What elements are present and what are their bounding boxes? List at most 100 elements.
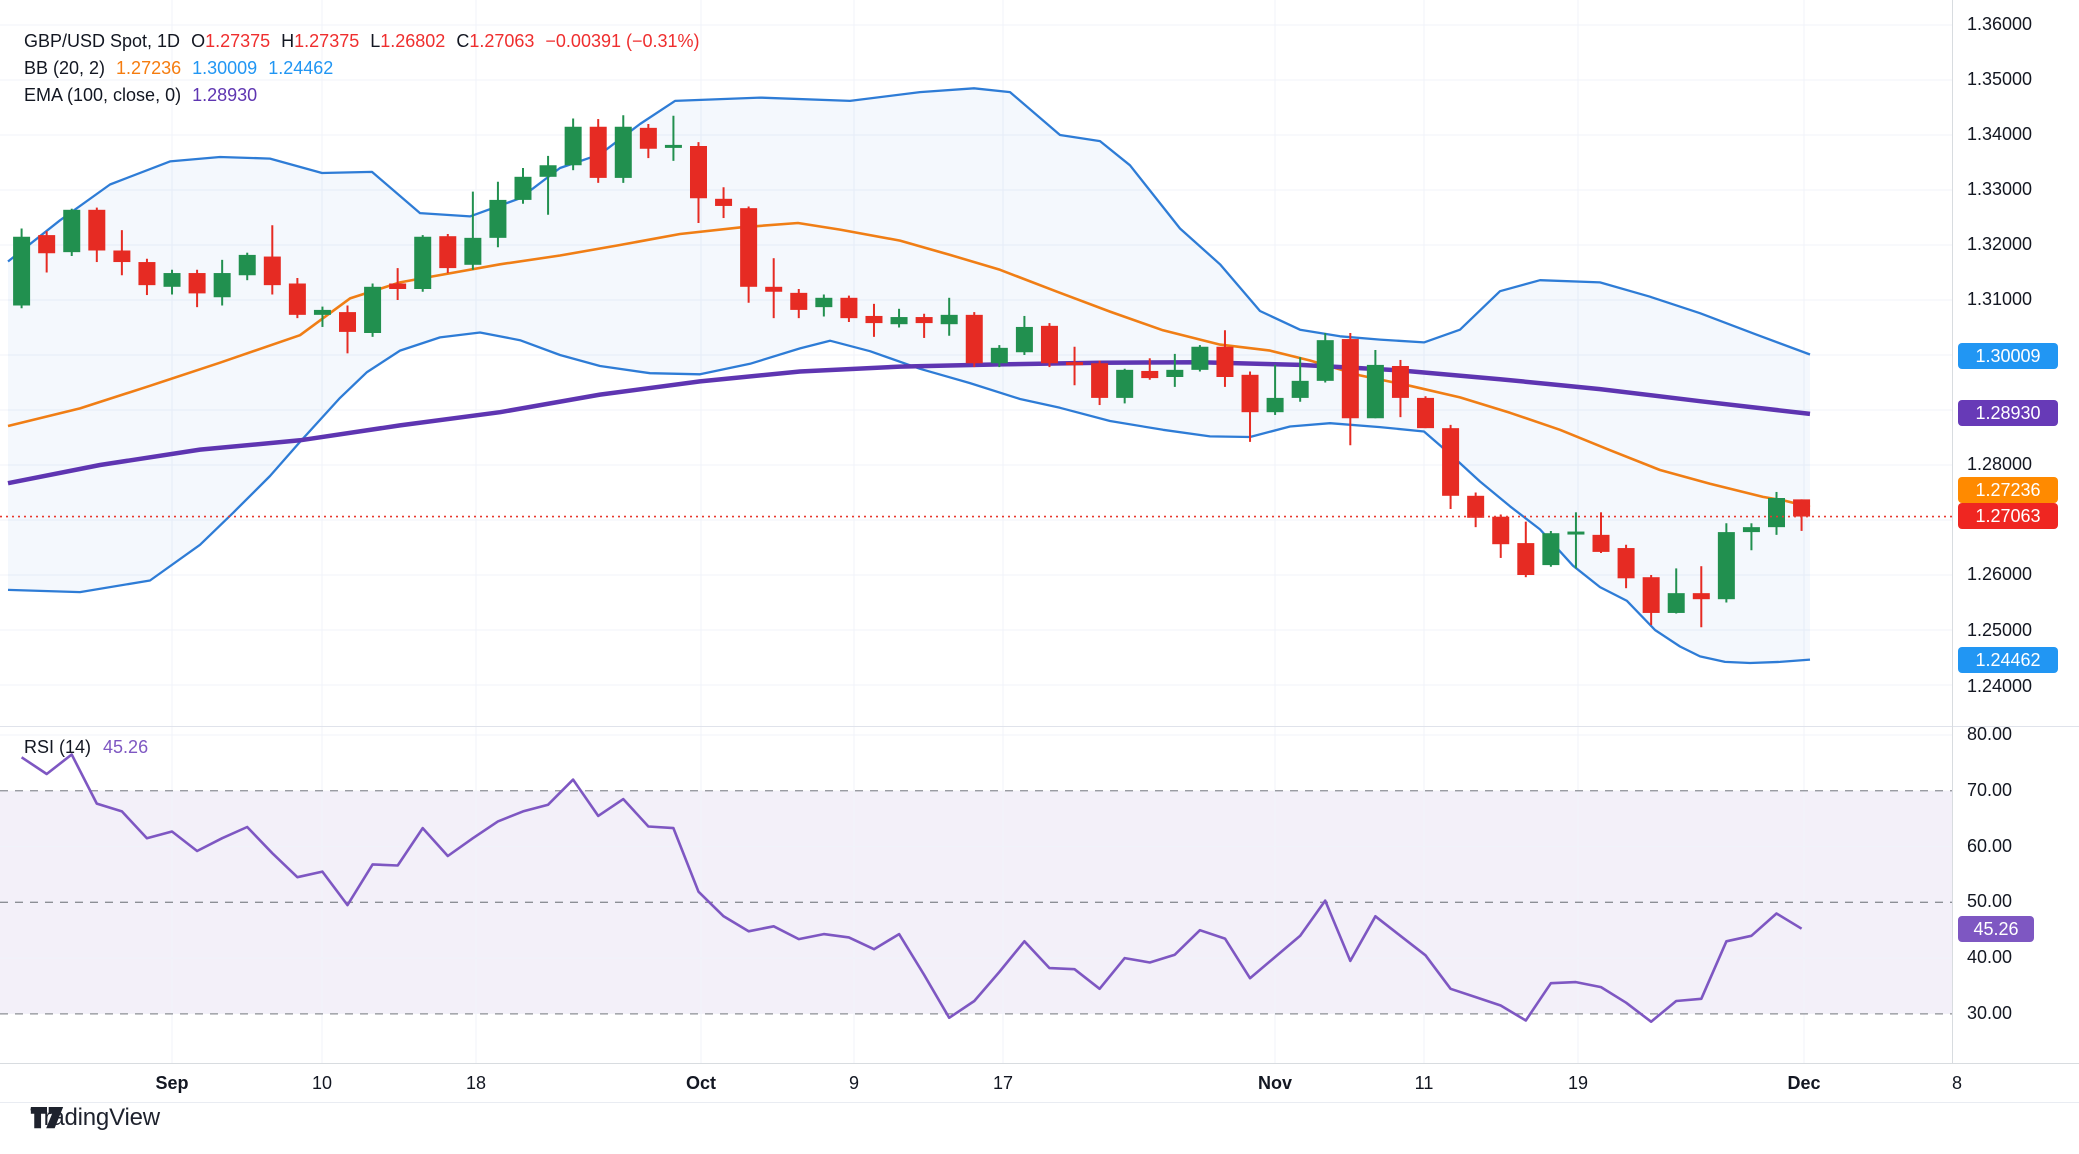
candle-body [765, 286, 783, 292]
candle-body [263, 256, 281, 286]
rsi-badge: 45.26 [1958, 915, 2034, 942]
time-axis-label: 9 [848, 1073, 859, 1093]
candle-body [1692, 593, 1710, 600]
rsi-pane-canvas[interactable] [0, 722, 2079, 1063]
candle-body [790, 292, 808, 310]
candle-body [715, 198, 733, 206]
ema-legend-row[interactable]: EMA (100, close, 0) 1.28930 [24, 82, 700, 109]
candle-body [1266, 397, 1284, 413]
candle-body [1116, 369, 1134, 398]
time-axis-label: Oct [685, 1073, 716, 1093]
candle-body [1141, 370, 1159, 379]
price-axis-label: 1.33000 [1967, 179, 2033, 199]
price-axis-label: 1.35000 [1967, 69, 2033, 89]
candle-body [238, 254, 256, 276]
time-axis-scale[interactable]: Sep 10 18 Oct 9 17 Nov 11 19 Dec 8 [0, 1063, 2079, 1103]
rsi-axis-label: 40.00 [1967, 947, 2013, 968]
candle-body [1241, 374, 1259, 413]
candle-body [339, 312, 357, 332]
candle-body [614, 126, 632, 178]
symbol-legend-row[interactable]: GBP/USD Spot, 1D O1.27375 H1.27375 L1.26… [24, 28, 700, 55]
candle-body [1517, 543, 1535, 575]
time-axis-label: Nov [1257, 1073, 1292, 1093]
candle-body [689, 146, 707, 199]
time-axis-label: Dec [1787, 1073, 1821, 1093]
candle-body [1366, 364, 1384, 419]
candle-body [639, 127, 657, 149]
candle-body [364, 286, 382, 333]
candle-body [1316, 340, 1334, 381]
tradingview-logo[interactable]: TradingView [30, 1104, 160, 1132]
time-axis-label: 8 [1951, 1073, 1962, 1093]
time-axis-label: 18 [465, 1073, 487, 1093]
bb-basis-line [7, 221, 1811, 509]
candle-body [389, 283, 407, 289]
time-axis-label: 11 [1414, 1073, 1434, 1093]
candle-body [1492, 516, 1510, 545]
close-value: C1.27063 [456, 31, 535, 51]
bb-indicator-label: BB (20, 2) [24, 58, 106, 78]
candle-body [1442, 428, 1460, 496]
rsi-axis-label: 50.00 [1967, 891, 2013, 912]
candle-body [564, 126, 582, 166]
candle-body [13, 236, 31, 306]
ema-indicator-label: EMA (100, close, 0) [24, 85, 182, 105]
price-axis-label: 1.31000 [1967, 289, 2033, 309]
candle-body [1291, 380, 1309, 398]
high-value: H1.27375 [281, 31, 360, 51]
rsi-axis-label: 70.00 [1967, 779, 2013, 800]
price-axis-label: 1.24000 [1967, 676, 2033, 696]
rsi-line [20, 753, 1803, 1024]
candle-body [815, 297, 833, 308]
candle-body [940, 314, 958, 325]
candle-body [163, 273, 181, 287]
candle-body [1091, 363, 1109, 398]
price-axis-label: 1.26000 [1967, 564, 2033, 584]
candle-body [1542, 533, 1560, 566]
candle-body [1467, 495, 1485, 518]
price-pane-canvas[interactable] [0, 0, 2079, 722]
bb-upper-value: 1.30009 [192, 58, 258, 78]
candle-body [1216, 346, 1234, 377]
tradingview-logo-icon [30, 1106, 64, 1129]
candle-body [1642, 577, 1660, 613]
candle-body [113, 250, 131, 263]
candle-body [138, 262, 156, 286]
candle-body [213, 273, 231, 298]
candle-body [489, 199, 507, 238]
candle-body [664, 144, 682, 148]
candle-body [865, 315, 883, 324]
candle-body [88, 209, 106, 251]
bb-upper-badge: 1.30009 [1958, 343, 2058, 369]
ema-badge: 1.28930 [1958, 400, 2058, 426]
pane-separator[interactable] [0, 726, 2079, 727]
rsi-indicator-label: RSI (14) [24, 737, 92, 757]
candle-body [1391, 366, 1409, 398]
bb-lower-line [7, 331, 1811, 665]
candle-body [740, 208, 758, 287]
ema-line [7, 359, 1811, 486]
candle-body [188, 273, 206, 294]
rsi-value: 45.26 [103, 737, 149, 757]
candle-body [990, 347, 1008, 364]
candle-body [1015, 326, 1033, 353]
rsi-legend-row[interactable]: RSI (14) 45.26 [24, 737, 148, 758]
candle-body [1567, 531, 1585, 535]
candle-body [1592, 534, 1610, 552]
candle-body [539, 165, 557, 177]
bb-upper-line [7, 87, 1811, 356]
price-axis-label: 1.28000 [1967, 454, 2033, 474]
candle-body [1667, 593, 1685, 613]
candle-body [1617, 548, 1635, 579]
price-axis-border [1952, 0, 1953, 1063]
symbol-title: GBP/USD Spot, 1D [24, 31, 181, 51]
candle-body [514, 176, 532, 200]
candle-body [1417, 397, 1435, 429]
candle-body [1768, 498, 1785, 528]
bb-legend-row[interactable]: BB (20, 2) 1.27236 1.30009 1.24462 [24, 55, 700, 82]
legend: GBP/USD Spot, 1D O1.27375 H1.27375 L1.26… [24, 28, 700, 109]
change-value: −0.00391 (−0.31%) [545, 31, 700, 51]
last-price-badge: 1.27063 [1958, 503, 2058, 529]
candle-body [589, 126, 607, 178]
time-axis-label: 10 [311, 1073, 333, 1093]
